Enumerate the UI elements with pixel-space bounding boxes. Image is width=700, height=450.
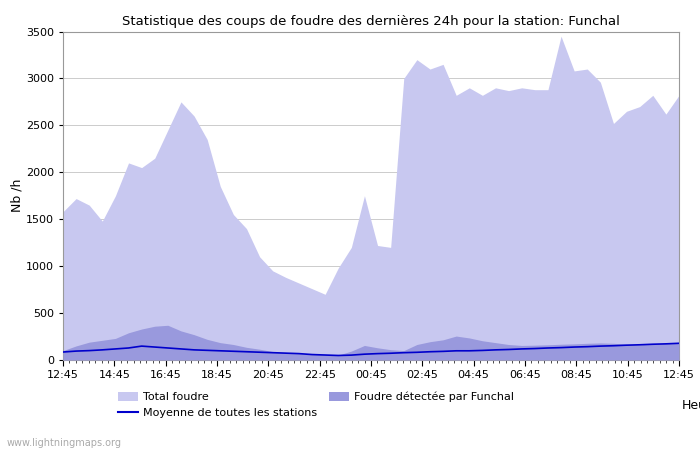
Legend: Total foudre, Moyenne de toutes les stations, Foudre détectée par Funchal: Total foudre, Moyenne de toutes les stat… xyxy=(118,392,514,418)
Y-axis label: Nb /h: Nb /h xyxy=(10,179,23,212)
Text: www.lightningmaps.org: www.lightningmaps.org xyxy=(7,438,122,448)
Title: Statistique des coups de foudre des dernières 24h pour la station: Funchal: Statistique des coups de foudre des dern… xyxy=(122,14,620,27)
Text: Heure: Heure xyxy=(682,399,700,412)
